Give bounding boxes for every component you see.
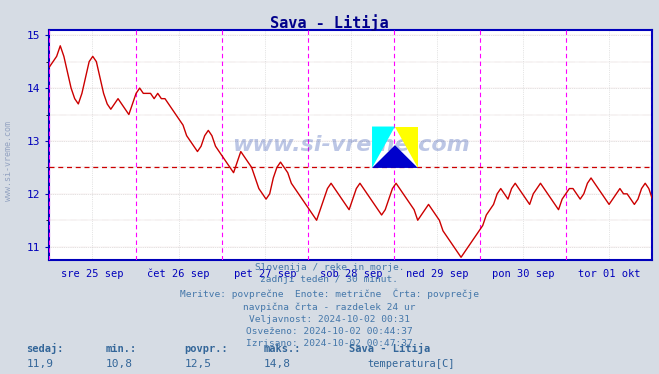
Polygon shape: [372, 126, 395, 168]
Polygon shape: [395, 126, 418, 168]
Text: Slovenija / reke in morje.
zadnji teden / 30 minut.
Meritve: povprečne  Enote: m: Slovenija / reke in morje. zadnji teden …: [180, 263, 479, 348]
Text: 10,8: 10,8: [105, 359, 132, 368]
Text: 12,5: 12,5: [185, 359, 212, 368]
Polygon shape: [372, 145, 418, 168]
Text: Sava - Litija: Sava - Litija: [349, 343, 430, 354]
Text: 14,8: 14,8: [264, 359, 291, 368]
Text: sedaj:: sedaj:: [26, 343, 64, 354]
Text: www.si-vreme.com: www.si-vreme.com: [232, 135, 470, 155]
Text: min.:: min.:: [105, 344, 136, 353]
Text: 11,9: 11,9: [26, 359, 53, 368]
Text: maks.:: maks.:: [264, 344, 301, 353]
Text: Sava - Litija: Sava - Litija: [270, 14, 389, 31]
Text: www.si-vreme.com: www.si-vreme.com: [4, 121, 13, 201]
Text: temperatura[C]: temperatura[C]: [368, 359, 455, 368]
Text: povpr.:: povpr.:: [185, 344, 228, 353]
